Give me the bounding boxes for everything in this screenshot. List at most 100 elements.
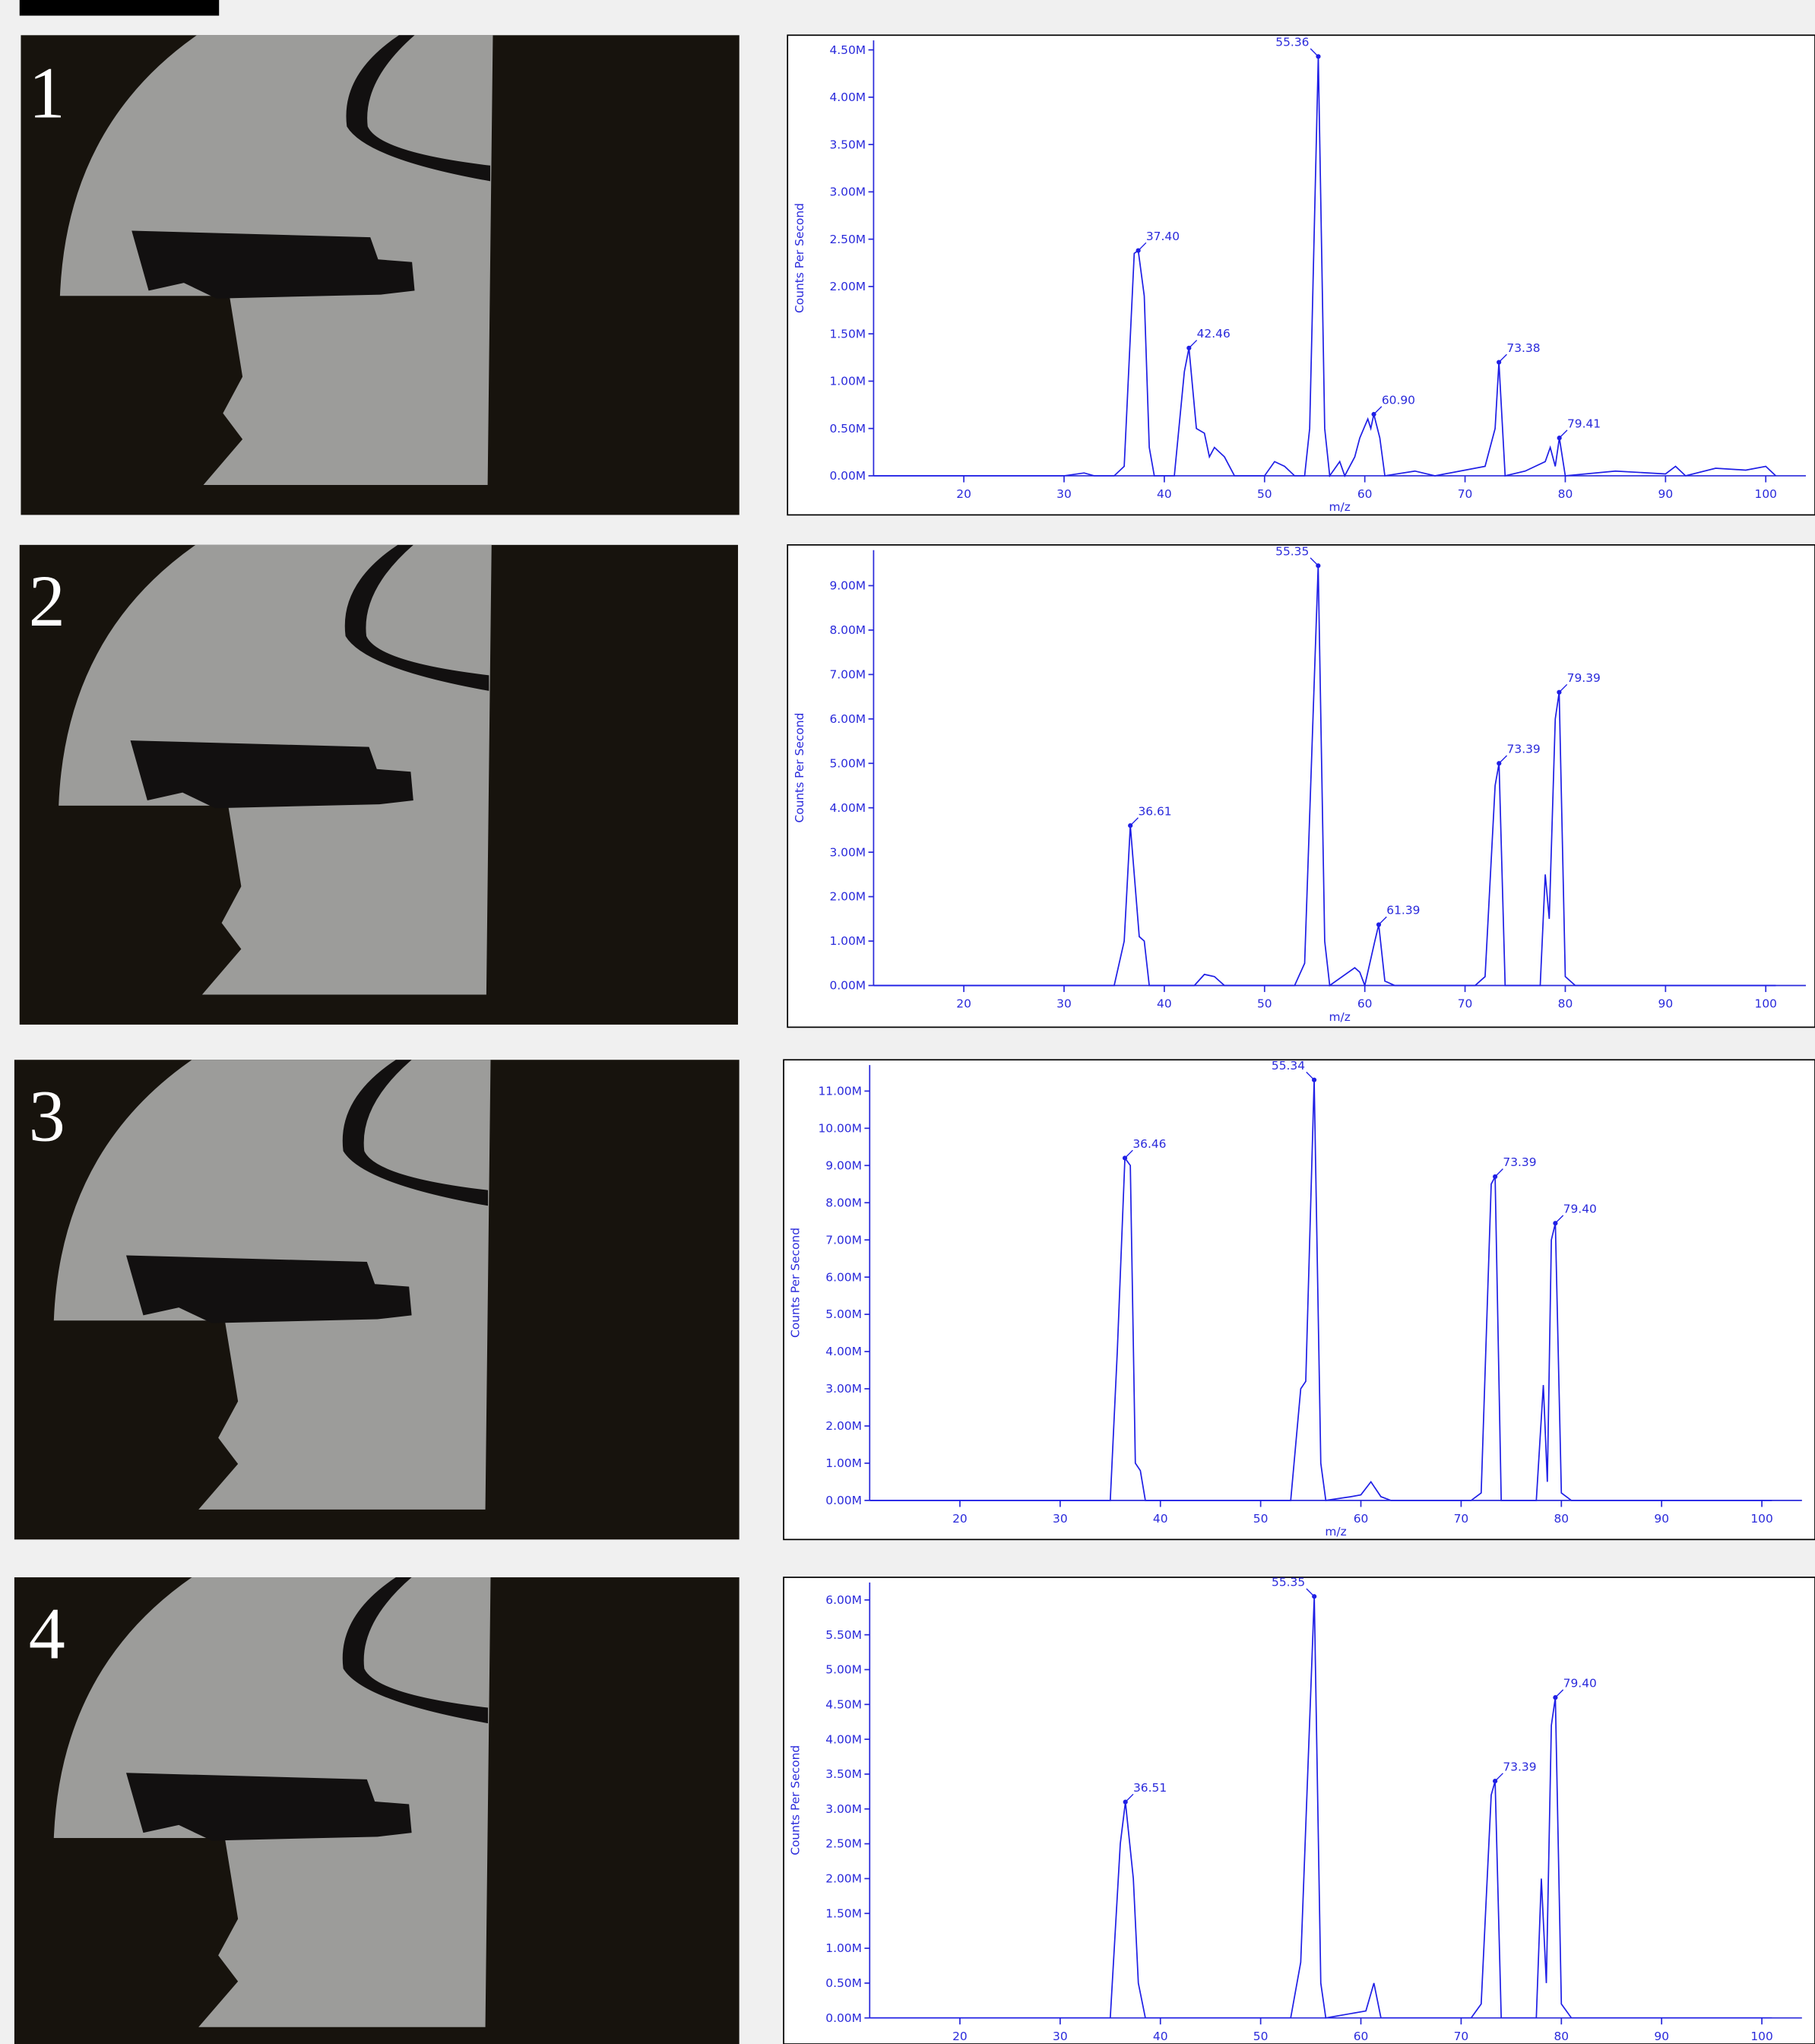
- peak-label: 73.39: [1507, 743, 1541, 756]
- y-tick-label: 8.00M: [829, 623, 866, 637]
- y-tick-label: 4.50M: [825, 1697, 862, 1711]
- x-tick-label: 30: [1056, 487, 1072, 501]
- x-tick-label: 100: [1750, 2030, 1772, 2043]
- peak-label: 79.40: [1563, 1676, 1597, 1690]
- y-tick-label: 5.50M: [825, 1628, 862, 1642]
- y-tick-label: 2.00M: [825, 1419, 862, 1433]
- x-axis-title: m/z: [1329, 500, 1351, 514]
- x-tick-label: 60: [1357, 487, 1373, 501]
- y-tick-label: 3.00M: [825, 1382, 862, 1396]
- x-tick-label: 40: [1153, 2030, 1168, 2043]
- y-tick-label: 1.50M: [829, 327, 866, 341]
- y-tick-label: 3.00M: [825, 1802, 862, 1816]
- y-tick-label: 2.50M: [829, 233, 866, 246]
- peak-label: 55.35: [1272, 1576, 1305, 1589]
- x-tick-label: 50: [1257, 997, 1272, 1011]
- x-tick-label: 80: [1558, 997, 1573, 1011]
- x-tick-label: 40: [1157, 487, 1172, 501]
- peak-label: 73.39: [1503, 1760, 1536, 1773]
- y-axis-title: Counts Per Second: [789, 1228, 803, 1338]
- photo: [21, 35, 739, 515]
- y-tick-label: 6.00M: [825, 1270, 862, 1284]
- x-tick-label: 30: [1056, 997, 1072, 1011]
- y-axis-title: Counts Per Second: [789, 1745, 803, 1855]
- y-tick-label: 1.00M: [829, 934, 866, 948]
- y-tick-label: 1.00M: [829, 375, 866, 388]
- chart-frame: [787, 545, 1815, 1028]
- peak-label: 73.39: [1503, 1155, 1536, 1169]
- x-tick-label: 100: [1755, 997, 1777, 1011]
- y-tick-label: 4.00M: [829, 801, 866, 815]
- redaction-bar: [20, 0, 219, 16]
- y-tick-label: 5.00M: [829, 756, 866, 770]
- x-tick-label: 100: [1755, 487, 1777, 501]
- y-tick-label: 0.00M: [825, 2011, 862, 2025]
- x-tick-label: 50: [1253, 2030, 1269, 2043]
- panel-label: 1: [29, 52, 65, 133]
- x-tick-label: 60: [1354, 2030, 1369, 2043]
- x-tick-label: 30: [1053, 1512, 1068, 1526]
- x-tick-label: 90: [1654, 1512, 1669, 1526]
- x-tick-label: 60: [1357, 997, 1373, 1011]
- x-axis-title: m/z: [1329, 1010, 1351, 1024]
- x-tick-label: 90: [1658, 997, 1674, 1011]
- panel-label: 4: [29, 1592, 65, 1674]
- peak-label: 73.38: [1506, 341, 1540, 355]
- y-tick-label: 8.00M: [825, 1196, 862, 1209]
- peak-label: 79.39: [1567, 671, 1601, 685]
- x-tick-label: 20: [952, 2030, 968, 2043]
- y-tick-label: 9.00M: [825, 1158, 862, 1172]
- x-tick-label: 50: [1257, 487, 1272, 501]
- peak-label: 36.61: [1138, 804, 1171, 818]
- y-tick-label: 4.50M: [829, 43, 866, 57]
- y-tick-label: 1.50M: [825, 1906, 862, 1920]
- photo: [20, 545, 738, 1025]
- x-tick-label: 70: [1454, 1512, 1469, 1526]
- y-tick-label: 1.00M: [825, 1941, 862, 1955]
- y-tick-label: 6.00M: [825, 1593, 862, 1607]
- peak-label: 60.90: [1382, 393, 1415, 407]
- x-tick-label: 70: [1454, 2030, 1469, 2043]
- y-tick-label: 4.00M: [825, 1345, 862, 1358]
- y-tick-label: 0.00M: [829, 469, 866, 483]
- y-tick-label: 7.00M: [825, 1233, 862, 1247]
- x-tick-label: 50: [1253, 1512, 1269, 1526]
- x-tick-label: 90: [1658, 487, 1674, 501]
- y-tick-label: 3.50M: [825, 1767, 862, 1781]
- y-tick-label: 9.00M: [829, 579, 866, 593]
- figure: 1 2 3 4 0.00M 0.50M 1.00M 1.50M 2.00M 2.50M 3.…: [0, 0, 1815, 2044]
- y-tick-label: 2.50M: [825, 1837, 862, 1851]
- panel-label: 2: [29, 560, 65, 642]
- peak-label: 55.35: [1275, 544, 1309, 558]
- y-tick-label: 3.50M: [829, 138, 866, 151]
- y-tick-label: 0.50M: [829, 422, 866, 436]
- chart-frame: [787, 35, 1815, 515]
- y-tick-label: 0.50M: [825, 1976, 862, 1990]
- x-tick-label: 20: [956, 487, 971, 501]
- y-tick-label: 5.00M: [825, 1307, 862, 1321]
- x-tick-label: 80: [1558, 487, 1573, 501]
- x-tick-label: 80: [1554, 1512, 1569, 1526]
- peak-label: 36.46: [1132, 1137, 1166, 1151]
- y-tick-label: 7.00M: [829, 667, 866, 681]
- x-tick-label: 40: [1153, 1512, 1168, 1526]
- photo: [14, 1060, 740, 1539]
- chart-frame: [784, 1577, 1815, 2044]
- y-tick-label: 11.00M: [818, 1085, 861, 1098]
- y-tick-label: 3.00M: [829, 845, 866, 859]
- x-tick-label: 20: [956, 997, 971, 1011]
- page: 1 2 3 4 0.00M 0.50M 1.00M 1.50M 2.00M 2.50M 3.…: [0, 0, 1815, 2044]
- y-tick-label: 4.00M: [829, 90, 866, 104]
- y-tick-label: 4.00M: [825, 1732, 862, 1746]
- y-tick-label: 3.00M: [829, 185, 866, 199]
- y-tick-label: 2.00M: [829, 280, 866, 293]
- peak-label: 42.46: [1197, 327, 1231, 341]
- photo: [14, 1577, 740, 2044]
- x-tick-label: 30: [1053, 2030, 1068, 2043]
- x-axis-title: m/z: [1325, 1525, 1346, 1539]
- panel-label: 3: [29, 1076, 65, 1157]
- chart-frame: [784, 1060, 1815, 1539]
- x-tick-label: 40: [1157, 997, 1172, 1011]
- y-tick-label: 10.00M: [818, 1121, 861, 1135]
- y-axis-title: Counts Per Second: [793, 203, 806, 313]
